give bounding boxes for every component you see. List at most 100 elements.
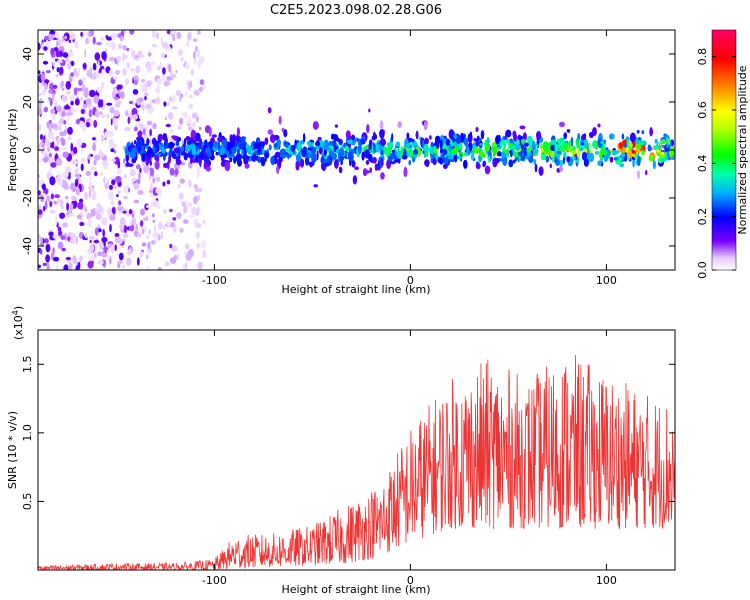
spectrogram-cell bbox=[140, 54, 145, 58]
spectrogram-cell bbox=[323, 149, 327, 155]
spectrogram-cell bbox=[52, 61, 56, 67]
spectrogram-cells bbox=[38, 30, 675, 270]
spectrogram-cell bbox=[445, 138, 450, 146]
spectrogram-cell bbox=[167, 160, 170, 170]
spectrogram-cell bbox=[562, 157, 566, 165]
spectrogram-cell bbox=[171, 106, 178, 110]
spectrogram-cell bbox=[64, 105, 71, 110]
spectrogram-cell bbox=[168, 112, 174, 120]
spectrogram-cell bbox=[221, 144, 224, 151]
spectrogram-cell bbox=[178, 117, 184, 125]
spectrogram-cell bbox=[39, 97, 43, 105]
spectrogram-cell bbox=[61, 111, 66, 117]
spectrogram-panel: -100 0 100 -40 -20 0 20 40 Height of straight l… bbox=[6, 29, 676, 296]
spectrogram-cell bbox=[510, 148, 513, 158]
figure-title: C2E5.2023.098.02.28.G06 bbox=[270, 3, 442, 18]
spectrogram-cell bbox=[113, 150, 117, 154]
spectrogram-cell bbox=[236, 146, 239, 150]
spectrogram-cell bbox=[73, 87, 78, 96]
spectrogram-cell bbox=[556, 168, 560, 173]
spectrogram-cell bbox=[105, 48, 108, 53]
spectrogram-cell bbox=[56, 67, 60, 73]
spectrogram-cell bbox=[196, 173, 199, 179]
spectrogram-cell bbox=[183, 204, 188, 214]
spectrogram-cell bbox=[131, 99, 134, 106]
spectrogram-cell bbox=[155, 176, 161, 182]
spectrogram-cell bbox=[316, 150, 319, 161]
spectrogram-cell bbox=[55, 40, 59, 48]
spectrogram-cell bbox=[61, 247, 66, 252]
spectrogram-cell bbox=[144, 92, 149, 97]
spectrogram-cell bbox=[306, 141, 312, 146]
spectrogram-cell bbox=[273, 143, 278, 148]
spectrogram-cell bbox=[188, 103, 194, 110]
spectrogram-cell bbox=[307, 147, 313, 151]
spectrogram-cell bbox=[47, 33, 54, 41]
spectrogram-cell bbox=[69, 232, 76, 239]
spectrogram-cell bbox=[38, 143, 41, 150]
spectrogram-cell bbox=[40, 141, 46, 148]
spectrogram-cell bbox=[154, 160, 160, 170]
spectrogram-cell bbox=[67, 62, 72, 70]
spectrogram-cell bbox=[65, 80, 72, 90]
spectrogram-cell bbox=[455, 146, 461, 152]
spectrogram-cell bbox=[185, 63, 190, 70]
spectrogram-cell bbox=[163, 80, 170, 87]
spectrogram-cell bbox=[59, 39, 62, 45]
spectrogram-cell bbox=[559, 159, 564, 167]
spectrogram-cell bbox=[238, 143, 244, 149]
spectrogram-cell bbox=[173, 246, 178, 252]
spectrogram-cell bbox=[108, 42, 115, 48]
spectrogram-cell bbox=[147, 146, 152, 153]
spectrogram-cell bbox=[320, 156, 325, 165]
spectrogram-cell bbox=[38, 264, 41, 269]
spectrogram-cell bbox=[379, 129, 385, 139]
spectrogram-cell bbox=[62, 171, 69, 179]
spectrogram-cell bbox=[211, 149, 214, 156]
spectrogram-cell bbox=[141, 229, 145, 234]
spectrogram-cell bbox=[549, 150, 555, 158]
spectrogram-cell bbox=[492, 157, 498, 168]
spectrogram-cell bbox=[208, 127, 212, 137]
spectrogram-cell bbox=[94, 207, 98, 212]
spectrogram-cell bbox=[61, 205, 64, 210]
spectrogram-cell bbox=[136, 257, 140, 266]
spectrogram-cell bbox=[224, 161, 231, 172]
spectrogram-cell bbox=[48, 119, 52, 125]
spectrogram-cell bbox=[193, 218, 198, 228]
spectrogram-cell bbox=[475, 162, 481, 170]
spectrogram-cell bbox=[183, 138, 187, 145]
spectrogram-cell bbox=[666, 143, 669, 148]
spectrogram-cell bbox=[365, 160, 370, 165]
spectrogram-cell bbox=[446, 151, 450, 157]
spectrogram-cell bbox=[93, 239, 100, 244]
spectrogram-cell bbox=[258, 142, 262, 148]
spectrogram-cell bbox=[131, 146, 138, 154]
spectrogram-cell bbox=[192, 121, 196, 128]
spectrogram-cell bbox=[143, 217, 149, 221]
spectrogram-cell bbox=[486, 137, 490, 146]
spectrogram-cell bbox=[162, 73, 165, 82]
spectrogram-cell bbox=[453, 154, 457, 160]
spectrogram-cell bbox=[361, 151, 365, 161]
spectrogram-cell bbox=[180, 57, 184, 62]
spectrogram-cell bbox=[116, 55, 122, 62]
spectrogram-cell bbox=[153, 224, 157, 233]
spectrogram-cell bbox=[300, 158, 304, 168]
spectrogram-cell bbox=[61, 138, 66, 146]
spectrogram-cell bbox=[505, 138, 510, 144]
spectrogram-cell bbox=[162, 41, 168, 49]
spectrogram-cell bbox=[43, 46, 48, 51]
colorbar: 0.0 0.2 0.4 0.6 0.8 Normalized spectral ampl… bbox=[696, 29, 749, 279]
snr-x-label: Height of straight line (km) bbox=[281, 583, 430, 596]
spectrogram-cell bbox=[110, 200, 115, 206]
spectrogram-cell bbox=[207, 143, 211, 147]
spectrogram-cell bbox=[589, 131, 594, 139]
spectrogram-cell bbox=[46, 261, 50, 270]
spectrogram-cell bbox=[177, 49, 183, 57]
spectrogram-cell bbox=[143, 128, 146, 136]
spectrogram-cell bbox=[94, 72, 101, 78]
spectrogram-cell bbox=[189, 94, 193, 98]
spectrogram-cell bbox=[82, 84, 86, 92]
spectrogram-cell bbox=[183, 219, 189, 224]
